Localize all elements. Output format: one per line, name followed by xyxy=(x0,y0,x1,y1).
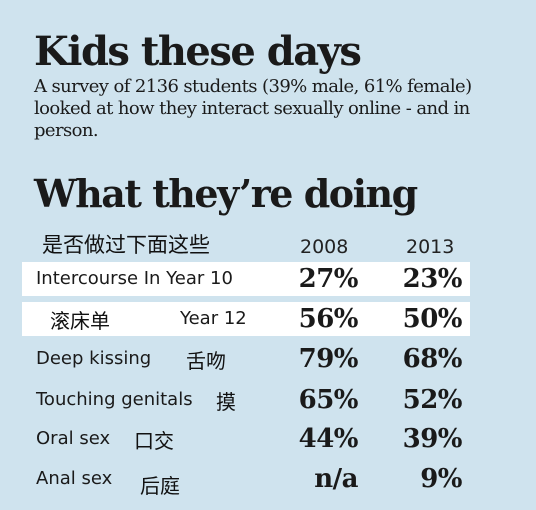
row-annotation-cn: 口交 xyxy=(134,429,174,453)
section-title: What they’re doing xyxy=(34,171,418,216)
value-2008: 56% xyxy=(298,304,359,334)
column-header-2008: 2008 xyxy=(300,236,349,258)
row-touching-genitals: Touching genitals 摸 65% 52% xyxy=(22,383,470,417)
row-anal-sex: Anal sex 后庭 n/a 9% xyxy=(22,462,470,498)
value-2013: 39% xyxy=(402,424,463,454)
value-2008: n/a xyxy=(314,464,358,494)
row-label: Deep kissing xyxy=(36,348,152,369)
value-2008: 27% xyxy=(298,264,359,294)
row-label: Oral sex xyxy=(36,428,111,449)
row-label: Year 12 xyxy=(180,308,247,329)
chinese-annotation: 是否做过下面这些 xyxy=(42,233,210,257)
value-2013: 52% xyxy=(402,385,463,415)
row-annotation-cn: 后庭 xyxy=(140,474,180,498)
row-label: Anal sex xyxy=(36,468,113,489)
row-annotation-cn: 滚床单 xyxy=(50,309,110,333)
value-2008: 44% xyxy=(298,424,359,454)
column-header-2013: 2013 xyxy=(406,236,455,258)
value-2013: 68% xyxy=(402,344,463,374)
row-label: Intercourse In Year 10 xyxy=(36,268,233,289)
value-2008: 79% xyxy=(298,344,359,374)
intro-text: A survey of 2136 students (39% male, 61%… xyxy=(34,76,472,141)
value-2013: 23% xyxy=(402,264,463,294)
value-2013: 9% xyxy=(420,464,462,494)
row-intercourse-year10: Intercourse In Year 10 27% 23% xyxy=(22,262,470,296)
row-intercourse-year12: 滚床单 Year 12 56% 50% xyxy=(22,302,470,336)
row-annotation-cn: 摸 xyxy=(216,390,236,414)
row-deep-kissing: Deep kissing 舌吻 79% 68% xyxy=(22,342,470,376)
headline: Kids these days xyxy=(34,28,362,75)
value-2008: 65% xyxy=(298,385,359,415)
row-label: Touching genitals xyxy=(36,389,193,410)
row-annotation-cn: 舌吻 xyxy=(186,349,226,373)
row-oral-sex: Oral sex 口交 44% 39% xyxy=(22,422,470,456)
value-2013: 50% xyxy=(402,304,463,334)
